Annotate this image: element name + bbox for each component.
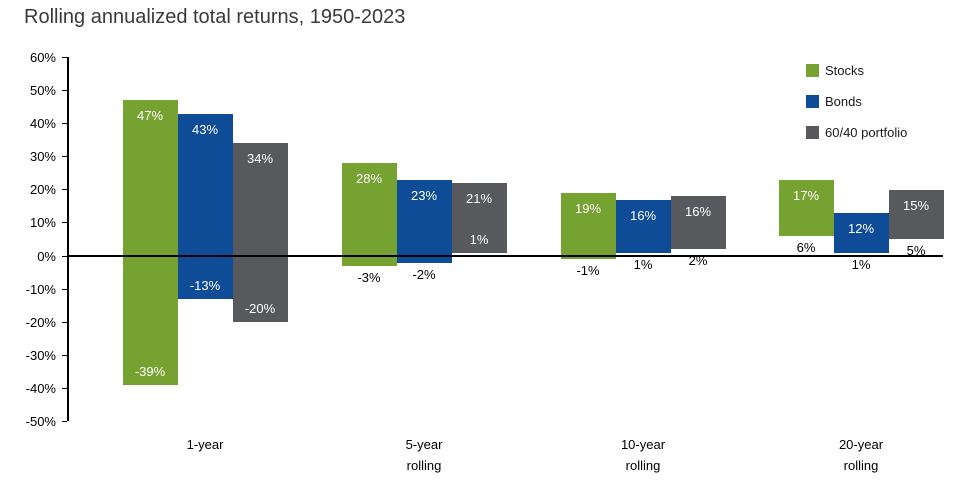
bar-60-40-portfolio <box>888 189 944 240</box>
legend: Stocks Bonds 60/40 portfolio <box>806 64 907 157</box>
legend-item-stocks: Stocks <box>806 64 907 77</box>
bar-min-label: -2% <box>412 266 436 282</box>
y-tick <box>62 189 67 191</box>
y-tick-label: 20% <box>29 182 56 198</box>
y-tick <box>62 387 67 389</box>
bar-bonds <box>396 179 452 263</box>
y-tick-label: -30% <box>25 347 56 363</box>
bar-min-label: 1% <box>633 256 653 272</box>
bar-min-label: -20% <box>244 301 276 317</box>
bar-bonds <box>615 199 671 253</box>
y-tick-label: -10% <box>25 281 56 297</box>
y-tick <box>62 90 67 91</box>
legend-item-bonds: Bonds <box>806 95 907 108</box>
bar-max-label: 47% <box>136 108 164 124</box>
page-title: Rolling annualized total returns, 1950-2… <box>24 6 406 28</box>
x-axis-label: 5-year rolling <box>405 437 443 473</box>
y-tick <box>62 156 67 158</box>
bar-min-label: 1% <box>851 256 871 272</box>
bar-60-40-portfolio <box>451 183 507 253</box>
y-tick-label: -50% <box>25 414 56 429</box>
bar-60-40-portfolio <box>670 196 726 250</box>
bar-max-label: 43% <box>191 121 219 137</box>
bar-max-label: 16% <box>684 204 712 220</box>
bar-stocks <box>560 193 616 260</box>
bar-bonds <box>833 212 889 253</box>
stocks-swatch-icon <box>806 64 819 77</box>
bar-max-label: 28% <box>355 171 383 187</box>
legend-label-stocks: Stocks <box>825 63 865 78</box>
bar-min-label: -1% <box>576 263 600 279</box>
x-axis-label: 10-year rolling <box>620 437 666 473</box>
bar-min-label: 1% <box>469 231 489 247</box>
bar-stocks <box>778 179 834 237</box>
y-tick <box>62 321 67 323</box>
y-tick-label: 40% <box>29 116 56 132</box>
legend-item-6040: 60/40 portfolio <box>806 126 907 139</box>
bar-max-label: 17% <box>792 187 820 203</box>
y-tick-label: 30% <box>29 149 56 165</box>
y-tick <box>62 222 67 224</box>
bar-max-label: 19% <box>574 201 602 217</box>
y-tick <box>62 123 67 125</box>
bar-max-label: 16% <box>629 207 657 223</box>
bar-stocks <box>341 163 397 266</box>
bar-min-label: -3% <box>357 269 381 285</box>
bar-max-label: 34% <box>246 151 274 167</box>
legend-label-6040: 60/40 portfolio <box>825 125 908 140</box>
bar-60-40-portfolio <box>232 143 288 323</box>
y-tick <box>62 354 67 356</box>
6040-swatch-icon <box>806 126 819 139</box>
bar-min-label: 6% <box>796 240 816 256</box>
y-tick <box>62 421 67 422</box>
y-tick-label: 0% <box>37 248 56 264</box>
zero-axis-line <box>67 255 943 257</box>
bar-bonds <box>177 113 233 300</box>
legend-label-bonds: Bonds <box>825 94 862 109</box>
y-tick-label: -20% <box>25 314 56 330</box>
y-axis-line <box>67 57 69 422</box>
bar-min-label: 5% <box>906 243 926 259</box>
x-axis-label: 1-year <box>186 437 224 452</box>
y-tick-label: -40% <box>25 380 56 396</box>
bar-max-label: 12% <box>847 220 875 236</box>
y-tick <box>62 288 67 290</box>
y-tick-label: 10% <box>29 215 56 231</box>
bar-max-label: 23% <box>410 187 438 203</box>
y-tick-label: 60% <box>29 49 56 65</box>
bar-max-label: 15% <box>902 197 930 213</box>
bar-max-label: 21% <box>465 191 493 207</box>
y-tick-label: 50% <box>29 83 56 98</box>
y-tick <box>62 56 67 58</box>
y-tick <box>62 255 67 257</box>
bar-min-label: -39% <box>134 364 166 380</box>
bar-stocks <box>122 100 178 386</box>
bonds-swatch-icon <box>806 95 819 108</box>
bar-min-label: 2% <box>688 253 708 269</box>
x-axis-label: 20-year rolling <box>838 437 884 473</box>
bar-min-label: -13% <box>189 278 221 294</box>
